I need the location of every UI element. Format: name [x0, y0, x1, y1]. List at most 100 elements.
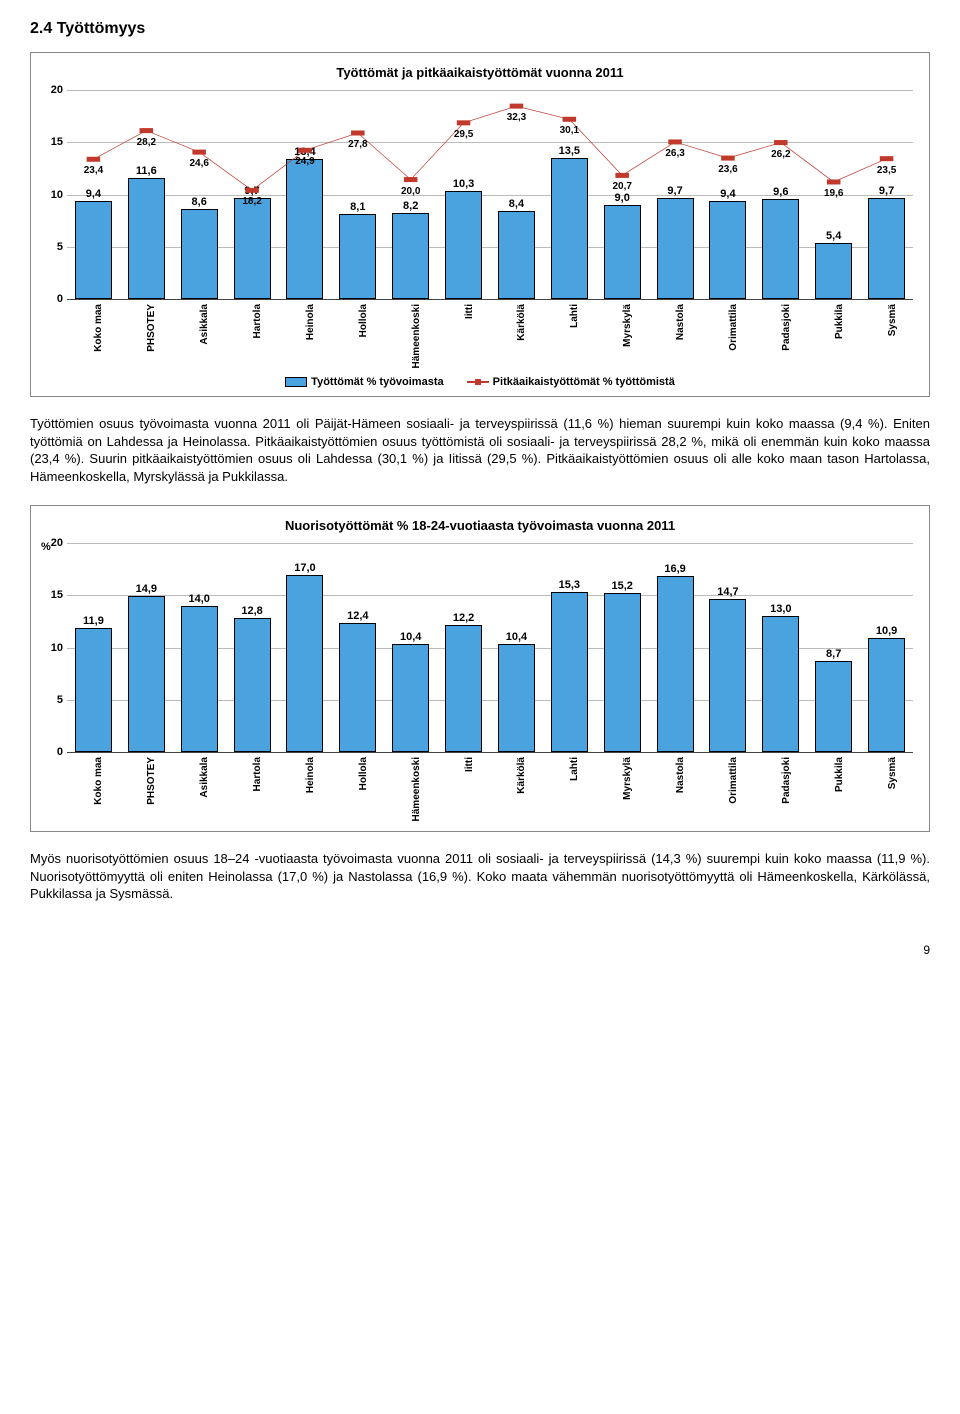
- bar: 14,0: [181, 606, 218, 752]
- bar-value-label: 11,9: [83, 615, 104, 627]
- ytick-label: 10: [41, 642, 63, 654]
- bar: 15,3: [551, 592, 588, 752]
- ytick-label: 0: [41, 293, 63, 305]
- category-label: Hämeenkoski: [411, 757, 422, 821]
- bar: 5,4: [815, 243, 852, 299]
- bar: 9,0: [604, 205, 641, 299]
- line-value-label: 18,2: [242, 196, 261, 207]
- bar: 8,2: [392, 213, 429, 299]
- bar: 13,5: [551, 158, 588, 299]
- bar-value-label: 12,8: [241, 605, 262, 617]
- category-label: Hollola: [358, 757, 369, 790]
- line-value-label: 24,6: [189, 158, 208, 169]
- bar-value-label: 8,1: [350, 201, 365, 213]
- bar-value-label: 9,6: [773, 186, 788, 198]
- category-label: Padasjoki: [781, 757, 792, 804]
- category-label: Kärkölä: [516, 757, 527, 794]
- chart1-title: Työttömät ja pitkäaikaistyöttömät vuonna…: [39, 65, 921, 80]
- category-label: Koko maa: [93, 304, 104, 352]
- category-label: Nastola: [675, 757, 686, 793]
- line-value-label: 23,6: [718, 164, 737, 175]
- category-label: Asikkala: [199, 304, 210, 345]
- category-label: Koko maa: [93, 757, 104, 805]
- bar-value-label: 13,0: [770, 603, 791, 615]
- bar-value-label: 9,4: [86, 188, 101, 200]
- page-title: 2.4 Työttömyys: [30, 20, 930, 38]
- category-label: PHSOTEY: [146, 304, 157, 352]
- category-label: Hartola: [252, 304, 263, 338]
- bar-value-label: 15,2: [611, 580, 632, 592]
- line-value-label: 20,7: [612, 181, 631, 192]
- bar-value-label: 9,4: [720, 188, 735, 200]
- bar-value-label: 9,7: [244, 185, 259, 197]
- category-label: Iitti: [464, 304, 475, 319]
- paragraph-1: Työttömien osuus työvoimasta vuonna 2011…: [30, 415, 930, 485]
- ytick-label: 10: [41, 189, 63, 201]
- bar-value-label: 10,9: [876, 625, 897, 637]
- bar: 13,4: [286, 159, 323, 299]
- line-value-label: 29,5: [454, 129, 473, 140]
- category-label: Hartola: [252, 757, 263, 791]
- bar: 13,0: [762, 616, 799, 752]
- bar: 9,7: [657, 198, 694, 299]
- chart-unemployment: Työttömät ja pitkäaikaistyöttömät vuonna…: [30, 52, 930, 397]
- bar: 9,7: [234, 198, 271, 299]
- category-label: Nastola: [675, 304, 686, 340]
- bar: 12,8: [234, 618, 271, 752]
- bar-value-label: 16,9: [664, 563, 685, 575]
- bar: 17,0: [286, 575, 323, 753]
- ytick-label: 5: [41, 694, 63, 706]
- bar-value-label: 14,0: [188, 593, 209, 605]
- category-label: Heinola: [305, 757, 316, 793]
- chart1-legend: Työttömät % työvoimasta Pitkäaikaistyött…: [39, 376, 921, 388]
- category-label: Pukkila: [834, 304, 845, 339]
- line-value-label: 24,9: [295, 156, 314, 167]
- ytick-label: 15: [41, 136, 63, 148]
- legend-bar-label: Työttömät % työvoimasta: [311, 376, 443, 388]
- bar: 9,4: [709, 201, 746, 299]
- category-label: PHSOTEY: [146, 757, 157, 805]
- category-label: Myrskylä: [622, 304, 633, 347]
- line-value-label: 26,2: [771, 149, 790, 160]
- category-label: Sysmä: [887, 757, 898, 789]
- ytick-label: 20: [41, 537, 63, 549]
- bar: 8,6: [181, 209, 218, 299]
- category-label: Lahti: [569, 304, 580, 328]
- bar-value-label: 8,7: [826, 648, 841, 660]
- bar-value-label: 14,7: [717, 586, 738, 598]
- bar: 8,1: [339, 214, 376, 299]
- line-value-label: 27,8: [348, 139, 367, 150]
- bar: 16,9: [657, 576, 694, 753]
- bar: 12,2: [445, 625, 482, 752]
- paragraph-2: Myös nuorisotyöttömien osuus 18–24 -vuot…: [30, 850, 930, 903]
- category-label: Sysmä: [887, 304, 898, 336]
- bar-value-label: 9,7: [667, 185, 682, 197]
- category-label: Hollola: [358, 304, 369, 337]
- line-value-label: 20,0: [401, 186, 420, 197]
- bar: 9,4: [75, 201, 112, 299]
- bar: 10,4: [392, 644, 429, 753]
- category-label: Orimattila: [728, 757, 739, 804]
- bar: 9,7: [868, 198, 905, 299]
- ytick-label: 0: [41, 746, 63, 758]
- bar-value-label: 12,2: [453, 612, 474, 624]
- bar: 9,6: [762, 199, 799, 299]
- bar: 14,7: [709, 599, 746, 753]
- category-label: Lahti: [569, 757, 580, 781]
- category-label: Hämeenkoski: [411, 304, 422, 368]
- line-value-label: 19,6: [824, 188, 843, 199]
- bar-value-label: 10,4: [506, 631, 527, 643]
- category-label: Kärkölä: [516, 304, 527, 341]
- bar-value-label: 17,0: [294, 562, 315, 574]
- bar-value-label: 8,2: [403, 200, 418, 212]
- bar: 15,2: [604, 593, 641, 752]
- bar-value-label: 12,4: [347, 610, 368, 622]
- ytick-label: 5: [41, 241, 63, 253]
- bar: 10,3: [445, 191, 482, 299]
- bar: 12,4: [339, 623, 376, 753]
- line-value-label: 26,3: [665, 148, 684, 159]
- bar-value-label: 8,4: [509, 198, 524, 210]
- line-value-label: 32,3: [507, 112, 526, 123]
- line-value-label: 30,1: [560, 125, 579, 136]
- category-label: Heinola: [305, 304, 316, 340]
